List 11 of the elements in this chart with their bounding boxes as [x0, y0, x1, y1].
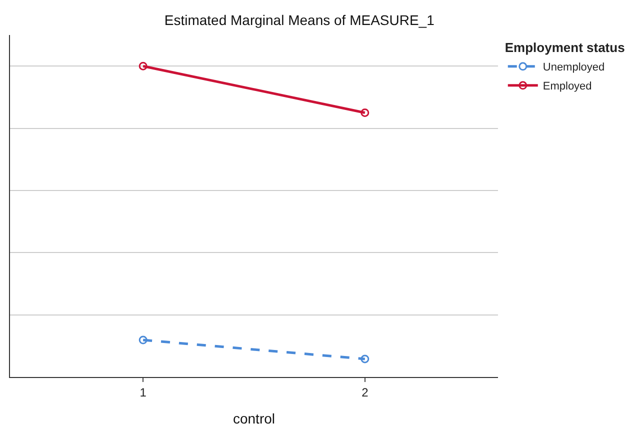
point — [360, 354, 370, 364]
point — [138, 62, 148, 70]
point — [138, 336, 148, 344]
legend-label: Employed — [542, 80, 592, 93]
chart-title: Estimated Marginal Means of MEASURE_1 — [164, 12, 435, 28]
point — [360, 108, 370, 117]
legend-label: Unemployed — [542, 62, 605, 74]
x-tick-label: 1 — [140, 385, 147, 400]
x-axis-title: control — [232, 410, 276, 427]
legend-title: Employment status — [504, 40, 625, 55]
x-tick-label: 2 — [362, 385, 369, 400]
